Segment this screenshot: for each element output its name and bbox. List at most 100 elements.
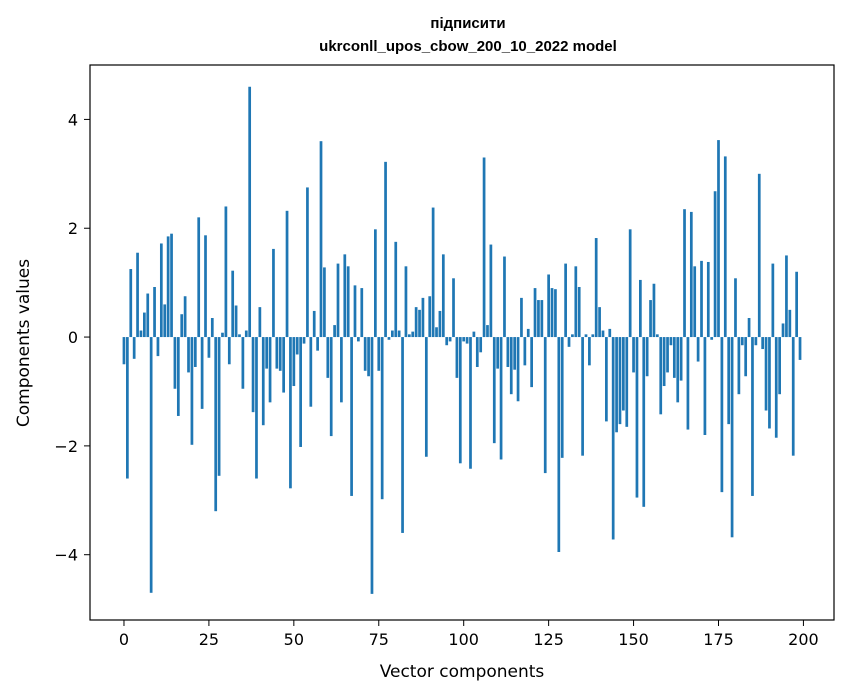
bar — [248, 86, 252, 338]
bar — [513, 337, 517, 370]
bar — [159, 243, 163, 338]
bar — [700, 260, 703, 338]
bar — [642, 337, 646, 507]
bar — [234, 305, 238, 338]
bar — [608, 328, 612, 338]
plot-area-frame — [89, 64, 835, 621]
bar — [401, 337, 404, 533]
bar — [693, 266, 697, 338]
bar — [316, 337, 319, 351]
bar — [482, 157, 486, 338]
bar — [441, 254, 445, 338]
bar — [424, 337, 428, 457]
bar — [173, 337, 177, 389]
bar — [193, 337, 197, 367]
bar — [625, 337, 629, 427]
bar — [639, 279, 642, 338]
bar — [404, 266, 408, 338]
bar — [499, 337, 503, 460]
y-tick-label: −4 — [54, 546, 78, 565]
bar — [350, 337, 353, 496]
bar — [166, 236, 170, 338]
y-tick-label: 0 — [68, 328, 78, 347]
bar — [503, 256, 506, 338]
bar — [520, 297, 523, 338]
bar — [696, 337, 700, 362]
bar — [143, 312, 146, 338]
bar — [601, 330, 605, 338]
bar — [309, 337, 313, 407]
bar — [275, 337, 279, 369]
bar — [785, 255, 788, 338]
bar — [380, 337, 384, 500]
bar — [414, 307, 418, 338]
bar — [543, 337, 547, 474]
bar — [557, 337, 561, 552]
bar — [285, 210, 289, 338]
x-tick-label: 150 — [618, 630, 649, 649]
bar — [326, 337, 330, 378]
bar — [221, 332, 224, 338]
bar — [649, 300, 652, 338]
bar — [435, 327, 438, 338]
bar — [469, 337, 472, 469]
bar — [428, 296, 432, 338]
bar — [367, 337, 370, 377]
bar — [445, 337, 449, 346]
bar — [717, 140, 720, 338]
x-tick-label: 0 — [119, 630, 129, 649]
bar — [774, 337, 778, 438]
bar — [465, 337, 469, 344]
bar — [516, 337, 520, 402]
bar — [778, 337, 781, 395]
bar — [509, 337, 513, 395]
bar — [227, 337, 231, 365]
bar — [323, 267, 326, 338]
bar — [258, 307, 262, 338]
bar — [615, 337, 618, 433]
bar — [282, 337, 285, 393]
y-tick-label: 4 — [68, 110, 78, 129]
bar — [689, 211, 693, 338]
bar — [713, 191, 717, 338]
bar — [139, 330, 143, 338]
bar — [418, 309, 421, 338]
bar — [669, 337, 673, 346]
bar — [727, 337, 731, 425]
bar — [244, 330, 248, 338]
bar — [289, 337, 292, 489]
bar — [268, 337, 272, 403]
bar — [251, 337, 255, 413]
bar — [761, 337, 765, 350]
bar — [431, 207, 435, 338]
bar — [156, 337, 160, 357]
bar — [676, 337, 680, 403]
bar — [771, 263, 775, 338]
bar — [295, 337, 299, 355]
bar — [751, 337, 754, 496]
bar — [397, 330, 401, 338]
bar — [730, 337, 734, 538]
bar — [370, 337, 374, 594]
bar — [703, 337, 707, 435]
bar — [550, 288, 554, 338]
bar — [360, 288, 364, 338]
bar — [554, 289, 557, 338]
bar — [343, 254, 347, 338]
bar — [255, 337, 258, 479]
bar — [662, 337, 666, 387]
bar — [241, 337, 245, 389]
bar — [204, 235, 207, 338]
bar — [530, 337, 533, 388]
bar — [346, 266, 350, 338]
bar — [720, 337, 724, 493]
bar — [153, 287, 156, 338]
x-axis-ticks: 0 25 50 75 100 125 150 175 200 — [119, 620, 819, 649]
bar — [438, 310, 442, 338]
bar — [723, 156, 727, 338]
bar — [679, 337, 683, 381]
bar — [183, 296, 187, 338]
bar — [129, 269, 133, 338]
bar — [407, 334, 411, 338]
bar — [652, 283, 656, 338]
